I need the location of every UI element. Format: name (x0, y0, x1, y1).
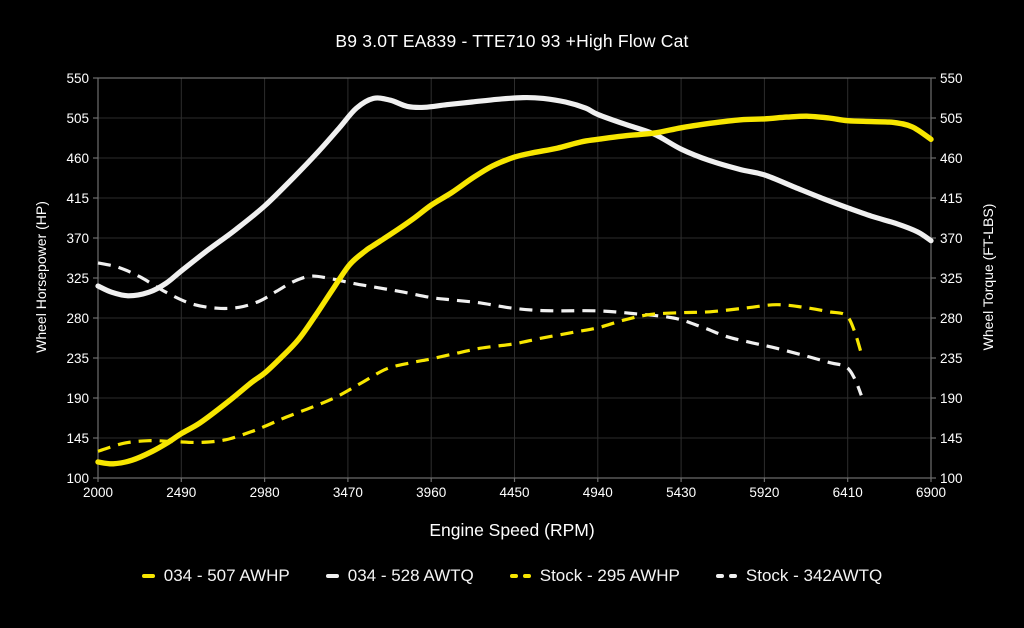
legend-marker-dashed-yellow-icon (509, 574, 531, 578)
legend-marker-solid-yellow-icon (141, 574, 155, 578)
series-curve-034-awhp (95, 113, 934, 467)
y-axis-right-tick-label: 280 (940, 311, 963, 326)
x-axis-tick-label: 6900 (916, 485, 946, 500)
legend-label: 034 - 507 AWHP (163, 566, 290, 585)
y-axis-left-tick-label: 550 (66, 71, 89, 86)
y-axis-left-tick-label: 190 (66, 391, 89, 406)
y-axis-left-tick-label: 460 (66, 151, 89, 166)
legend-dash-icon (325, 574, 339, 578)
x-axis-tick-label: 4450 (499, 485, 529, 500)
x-axis-tick-label: 3960 (416, 485, 446, 500)
series-curve-stock-awtq (97, 261, 863, 396)
legend-marker-solid-white-icon (325, 574, 339, 578)
y-axis-left-tick-label: 325 (66, 271, 89, 286)
y-axis-right-tick-label: 145 (940, 431, 963, 446)
y-axis-right-tick-label: 505 (940, 111, 963, 126)
y-axis-right-tick-label: 370 (940, 231, 963, 246)
legend-item-034-awhp: 034 - 507 AWHP (141, 566, 290, 586)
y-axis-right-tick-label: 190 (940, 391, 963, 406)
y-axis-right-tick-label: 460 (940, 151, 963, 166)
x-axis-tick-label: 4940 (583, 485, 613, 500)
y-axis-right-tick-label: 550 (940, 71, 963, 86)
y-axis-left-tick-label: 505 (66, 111, 89, 126)
y-axis-left-tick-label: 415 (66, 191, 89, 206)
x-axis-title: Engine Speed (RPM) (429, 520, 595, 540)
y-axis-left-tick-label: 280 (66, 311, 89, 326)
legend-dash-icon (728, 574, 737, 578)
legend-item-034-awtq: 034 - 528 AWTQ (325, 566, 474, 586)
legend-marker-dashed-white-icon (715, 574, 737, 578)
series-curve-034-awtq (95, 94, 934, 299)
legend-dash-icon (509, 574, 518, 578)
legend-item-stock-awhp: Stock - 295 AWHP (509, 566, 680, 586)
y-axis-right-tick-label: 325 (940, 271, 963, 286)
x-axis-tick-label: 5430 (666, 485, 696, 500)
series-curve-stock-awhp (97, 303, 863, 453)
y-axis-left-title: Wheel Horsepower (HP) (33, 201, 49, 353)
x-axis-tick-label: 6410 (833, 485, 863, 500)
x-axis-tick-label: 3470 (333, 485, 363, 500)
y-axis-right-tick-label: 100 (940, 471, 963, 486)
x-axis-tick-label: 2000 (83, 485, 113, 500)
x-axis-tick-label: 2490 (166, 485, 196, 500)
legend-dash-icon (715, 574, 724, 578)
y-axis-right-title: Wheel Torque (FT-LBS) (980, 203, 996, 351)
legend-label: 034 - 528 AWTQ (347, 566, 474, 585)
chart-title: B9 3.0T EA839 - TTE710 93 +High Flow Cat (335, 31, 689, 51)
y-axis-left-tick-label: 370 (66, 231, 89, 246)
y-axis-right-tick-label: 235 (940, 351, 963, 366)
legend: 034 - 507 AWHP 034 - 528 AWTQ Stock - 29… (0, 566, 1024, 586)
legend-label: Stock - 342AWTQ (745, 566, 883, 585)
legend-dash-icon (141, 574, 155, 578)
y-axis-left-tick-label: 145 (66, 431, 89, 446)
y-axis-left-tick-label: 100 (66, 471, 89, 486)
y-axis-right-tick-label: 415 (940, 191, 963, 206)
x-axis-tick-label: 5920 (749, 485, 779, 500)
legend-dash-icon (522, 574, 531, 578)
legend-label: Stock - 295 AWHP (539, 566, 680, 585)
y-axis-left-tick-label: 235 (66, 351, 89, 366)
legend-item-stock-awtq: Stock - 342AWTQ (715, 566, 883, 586)
x-axis-tick-label: 2980 (250, 485, 280, 500)
